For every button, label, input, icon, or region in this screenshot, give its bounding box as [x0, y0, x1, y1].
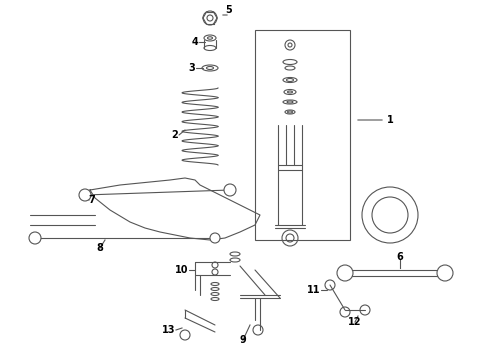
Text: 1: 1: [387, 115, 394, 125]
Circle shape: [29, 232, 41, 244]
Circle shape: [337, 265, 353, 281]
Text: 5: 5: [225, 5, 232, 15]
Text: 6: 6: [396, 252, 403, 262]
Text: 4: 4: [191, 37, 198, 47]
Text: 12: 12: [348, 317, 362, 327]
Text: 7: 7: [88, 195, 95, 205]
Circle shape: [437, 265, 453, 281]
Text: 13: 13: [162, 325, 175, 335]
Circle shape: [79, 189, 91, 201]
Text: 8: 8: [97, 243, 103, 253]
Circle shape: [210, 233, 220, 243]
Text: 2: 2: [171, 130, 178, 140]
Text: 3: 3: [188, 63, 195, 73]
Bar: [255, 30, 350, 240]
Text: 11: 11: [307, 285, 320, 295]
Circle shape: [224, 184, 236, 196]
Text: 10: 10: [174, 265, 188, 275]
Text: 9: 9: [240, 335, 246, 345]
